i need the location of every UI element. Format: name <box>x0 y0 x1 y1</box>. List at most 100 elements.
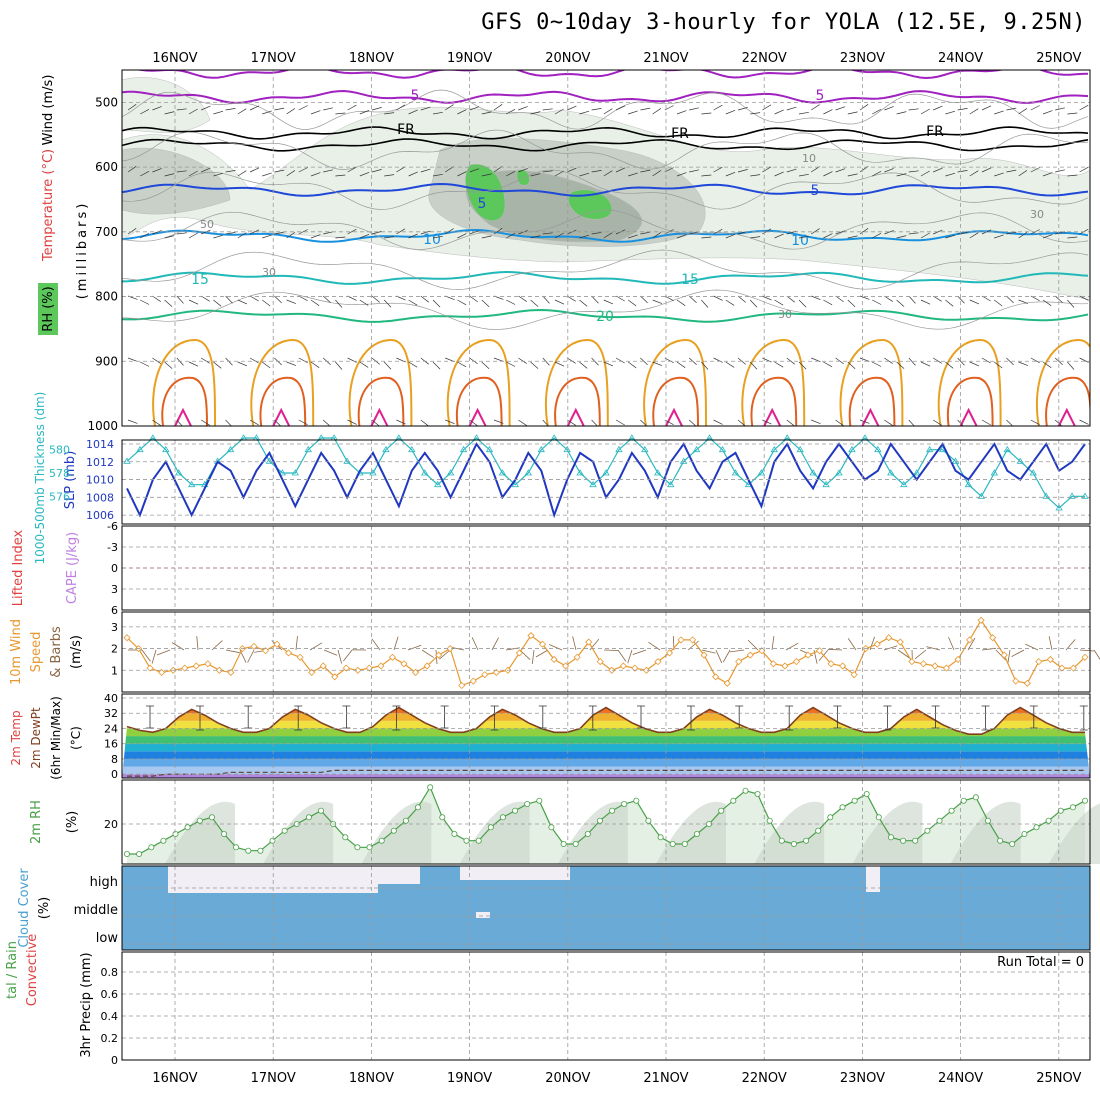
rh2m-point <box>912 837 919 844</box>
temp-contour-35 <box>763 407 782 426</box>
rh2m-point <box>269 837 276 844</box>
wind-barb <box>896 173 907 177</box>
wind-barb <box>506 170 516 177</box>
wind-barb <box>567 357 576 364</box>
minmax-bar <box>342 705 351 729</box>
wind10-barb <box>407 644 422 651</box>
panel-frame <box>121 779 1091 865</box>
rh2m-point <box>378 837 385 844</box>
cape-label-cape: CAPE (J/kg) <box>65 532 80 604</box>
minmax-bar <box>735 705 744 729</box>
wind-barb <box>798 235 809 239</box>
upper-ytick: 800 <box>95 290 118 304</box>
thickness-point <box>382 445 390 453</box>
contour-label: FR <box>926 124 944 140</box>
slp-ytick: 1006 <box>86 509 114 522</box>
wind10-point <box>261 647 270 655</box>
thickness-point <box>692 445 701 453</box>
rh2m-point <box>451 831 458 838</box>
wind10-point <box>735 658 743 666</box>
wind-barb <box>408 361 418 368</box>
wind-barb <box>518 106 528 111</box>
wind10-point <box>377 662 385 670</box>
rh2m-label-2: (%) <box>65 811 80 834</box>
wind10-point <box>1035 658 1043 666</box>
rh2m-point <box>317 807 324 814</box>
temp-contour-25 <box>152 338 216 426</box>
temp-contour-25 <box>250 338 315 426</box>
wind-barb <box>493 104 503 111</box>
wind-barb <box>554 170 564 177</box>
cape-yticks: -6 -3 0 3 6 <box>107 520 118 617</box>
precip-ytick: 0.2 <box>101 1032 119 1045</box>
minmax-bar <box>538 705 547 729</box>
wind-barb <box>383 361 392 370</box>
wind10-barb <box>156 649 171 656</box>
rh2m-peak-fill <box>656 801 726 864</box>
rh-area-mid <box>122 147 231 215</box>
contour-label: FR <box>671 126 689 142</box>
wind-barb <box>176 295 184 304</box>
wind-barb <box>579 234 590 239</box>
precip-label-3: 3hr Precip (mm) <box>79 952 94 1057</box>
wind-barb <box>383 299 392 308</box>
wind-barb <box>774 233 784 239</box>
panel-wind10 <box>121 611 1091 693</box>
wind-barb <box>933 105 943 111</box>
upper-label-rh: RH (%) <box>41 286 56 331</box>
wind10-point <box>1046 655 1054 663</box>
wind-barb <box>627 361 637 369</box>
wind-barb <box>774 299 784 306</box>
rh2m-point <box>184 824 191 831</box>
wind-barb <box>811 295 821 301</box>
wind10-barb <box>196 636 199 651</box>
rh-contour <box>122 89 1089 130</box>
wind10-point <box>631 664 639 672</box>
date-label-bottom: 21NOV <box>643 1071 688 1086</box>
wind-barb <box>542 170 553 173</box>
wind10-barb <box>531 649 535 664</box>
cloud-clear <box>378 866 420 884</box>
wind-barb <box>591 295 599 304</box>
wind-barb <box>201 357 210 364</box>
wind-barb <box>225 170 236 173</box>
wind-barb <box>127 357 138 362</box>
panel-frame <box>121 865 1091 951</box>
wind-barb <box>627 299 637 307</box>
rh2m-point <box>754 791 761 798</box>
rh-label: 30 <box>262 266 276 279</box>
wind-barb <box>530 235 541 239</box>
wind-barb <box>811 166 820 173</box>
rh2m-point <box>390 827 397 834</box>
date-label-top: 16NOV <box>152 51 197 66</box>
wind-barb <box>993 299 1003 307</box>
thickness-point <box>951 457 960 464</box>
wind-barb <box>713 295 723 301</box>
wind-barb <box>323 169 333 173</box>
wind-barb <box>920 170 930 177</box>
rh2m-point <box>972 794 979 801</box>
upper-ytick: 700 <box>95 225 118 239</box>
wind10-yticks: 3 2 1 <box>111 621 118 677</box>
rh2m-peak-fill <box>361 801 432 864</box>
temp2m-label-1: 2m Temp <box>9 710 23 765</box>
thickness-point <box>511 480 520 488</box>
wind-barb <box>286 108 296 115</box>
wind-barb <box>933 167 943 173</box>
wind-barb <box>908 170 919 173</box>
minmax-bar <box>637 705 645 729</box>
rh2m-point <box>839 804 846 811</box>
rh2m-point <box>463 837 470 844</box>
wind-barb <box>152 419 161 426</box>
wind-barb <box>884 230 894 235</box>
wind-barb <box>640 295 648 304</box>
wind-barb <box>737 295 746 303</box>
wind-barb <box>164 111 175 115</box>
cloud-level-label: low <box>96 931 119 946</box>
temp-contour-30 <box>259 376 307 426</box>
wind-barb <box>945 234 956 239</box>
wind-barb <box>1018 361 1029 366</box>
rh2m-point <box>985 817 992 824</box>
wind-barb <box>481 235 492 239</box>
wind-barb <box>261 361 271 369</box>
